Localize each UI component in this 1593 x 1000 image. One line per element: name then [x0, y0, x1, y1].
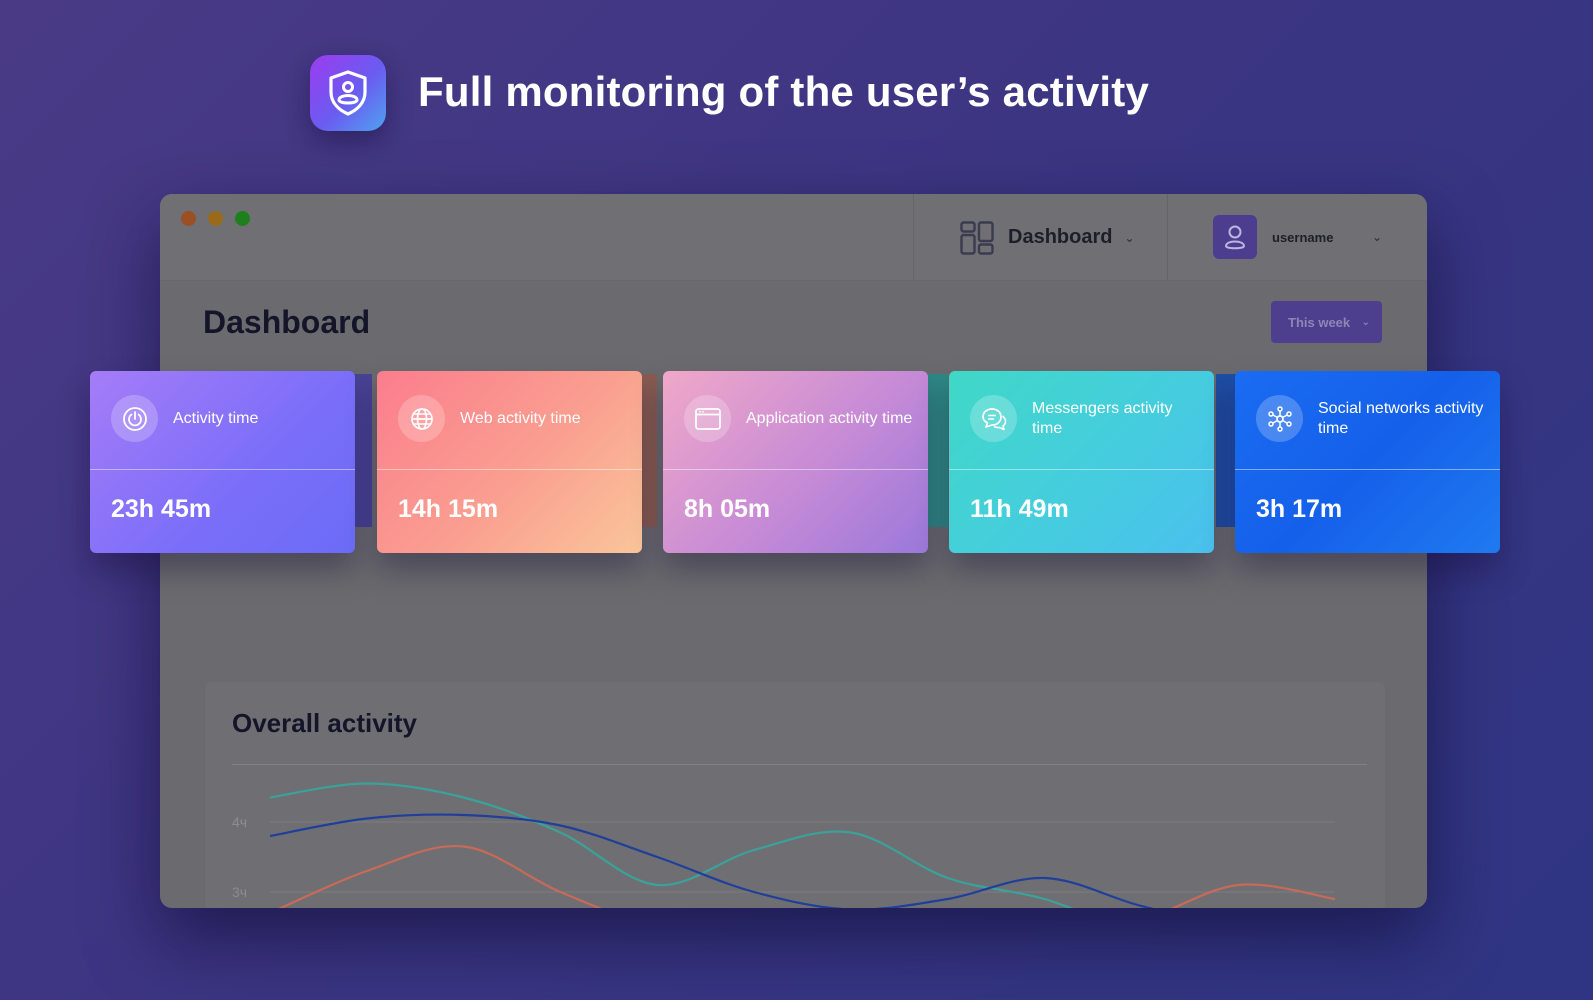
icon-badge	[398, 395, 445, 442]
nav-dashboard-dropdown[interactable]: Dashboard ⌄	[913, 194, 1168, 281]
avatar	[1213, 215, 1257, 259]
window-zoom-button[interactable]	[235, 211, 250, 226]
user-icon	[1224, 225, 1246, 250]
card-label: Activity time	[173, 409, 259, 427]
app-window: Dashboard ⌄ username ⌄ Dashboard This we…	[160, 194, 1427, 908]
window-minimize-button[interactable]	[208, 211, 223, 226]
card-label: Messengers activity time	[1032, 399, 1173, 437]
series-line-3	[278, 844, 1336, 908]
card-backdrop	[1216, 374, 1236, 527]
page-title: Dashboard	[203, 304, 371, 340]
globe-icon	[410, 407, 433, 430]
card-value: 11h 49m	[970, 495, 1069, 523]
divider	[377, 469, 642, 470]
overall-activity-panel: Overall activity 4ч 3ч	[205, 682, 1385, 908]
icon-badge	[684, 395, 731, 442]
app-logo	[310, 55, 386, 131]
browser-window-icon	[694, 407, 721, 430]
card-label: Application activity time	[746, 409, 913, 427]
chevron-down-icon: ⌄	[1372, 230, 1383, 244]
y-tick-label: 4ч	[232, 814, 247, 830]
card-value: 8h 05m	[684, 495, 771, 523]
card-backdrop	[928, 374, 948, 527]
dashboard-grid-icon	[960, 220, 994, 255]
card-label: Web activity time	[460, 409, 581, 427]
card-label: Social networks activity time	[1318, 399, 1484, 437]
card-value: 23h 45m	[111, 495, 212, 523]
series-line-1	[269, 782, 1074, 908]
divider	[90, 469, 355, 470]
card-messengers-activity-time[interactable]: Messengers activity time 11h 49m	[949, 371, 1214, 553]
card-application-activity-time[interactable]: Application activity time 8h 05m	[663, 371, 928, 553]
overall-activity-title: Overall activity	[232, 708, 417, 738]
card-social-networks-activity-time[interactable]: Social networks activity time 3h 17m	[1235, 371, 1500, 553]
power-icon	[122, 406, 147, 431]
card-backdrop	[637, 374, 657, 527]
divider	[663, 469, 928, 470]
card-web-activity-time[interactable]: Web activity time 14h 15m	[377, 371, 642, 553]
chevron-down-icon: ⌄	[1361, 316, 1370, 328]
nav-dashboard-label: Dashboard	[1008, 226, 1113, 248]
overall-activity-chart: 4ч 3ч	[232, 782, 1336, 908]
divider	[1235, 469, 1500, 470]
icon-badge	[970, 395, 1017, 442]
series-line-2	[269, 813, 1154, 908]
chat-bubbles-icon	[981, 407, 1006, 430]
card-activity-time[interactable]: Activity time 23h 45m	[90, 371, 355, 553]
hero-title: Full monitoring of the user’s activity	[418, 68, 1150, 115]
shield-user-icon	[329, 70, 367, 116]
divider	[949, 469, 1214, 470]
chevron-down-icon: ⌄	[1124, 230, 1135, 245]
divider	[232, 764, 1367, 765]
card-backdrop	[352, 374, 372, 527]
card-value: 14h 15m	[398, 495, 499, 523]
period-select-value: This week	[1288, 314, 1351, 330]
username-label: username	[1272, 229, 1334, 245]
card-value: 3h 17m	[1256, 495, 1343, 523]
window-close-button[interactable]	[181, 211, 196, 226]
period-select[interactable]: This week ⌄	[1271, 301, 1382, 343]
title-bar: Dashboard ⌄ username ⌄	[160, 194, 1427, 281]
icon-badge	[1256, 395, 1303, 442]
icon-badge	[111, 395, 158, 442]
network-icon	[1267, 405, 1292, 432]
y-tick-label: 3ч	[232, 884, 247, 900]
user-menu[interactable]: username ⌄	[1213, 215, 1382, 259]
